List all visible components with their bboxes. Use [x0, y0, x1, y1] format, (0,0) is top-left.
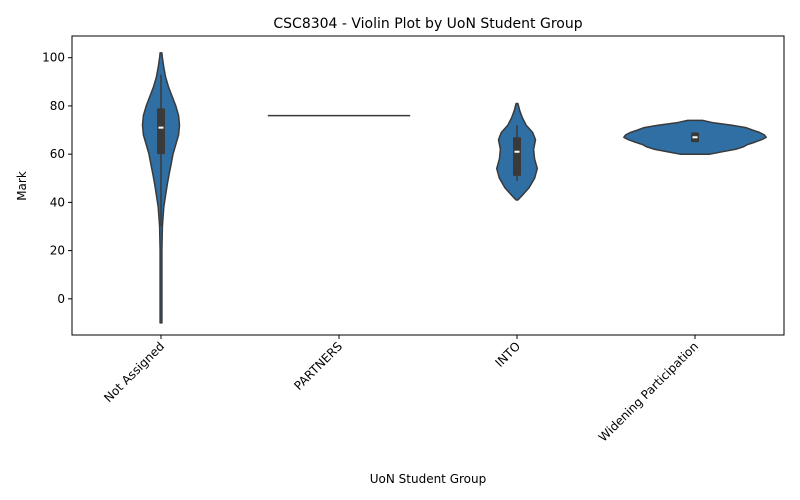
y-tick-label: 60 — [50, 147, 65, 161]
violin-median — [514, 150, 520, 153]
violin-group — [495, 102, 539, 201]
y-axis: 0 20 40 60 80 100 — [42, 51, 72, 306]
y-tick-label: 80 — [50, 99, 65, 113]
y-axis-title: Mark — [15, 171, 29, 201]
violin-iqr-box — [513, 137, 521, 176]
plot-frame — [71, 35, 785, 336]
x-axis-title: UoN Student Group — [370, 472, 487, 486]
y-tick-label: 100 — [42, 51, 65, 65]
x-tick-label: Not Assigned — [101, 339, 167, 405]
violin-group — [141, 52, 181, 324]
violin-group — [623, 119, 767, 155]
plot-area — [141, 52, 767, 324]
x-tick-label: INTO — [493, 339, 524, 370]
violin-iqr-box — [157, 108, 165, 155]
y-tick-label: 20 — [50, 244, 65, 258]
chart-title: CSC8304 - Violin Plot by UoN Student Gro… — [273, 16, 582, 32]
x-tick-label: PARTNERS — [291, 339, 345, 393]
x-tick-label: Widening Participation — [596, 339, 701, 444]
y-tick-label: 40 — [50, 195, 65, 209]
violin-median — [158, 126, 164, 129]
violin-median — [692, 136, 698, 139]
y-tick-label: 0 — [57, 292, 65, 306]
x-axis: Not Assigned PARTNERS INTO Widening Partici… — [101, 335, 701, 444]
